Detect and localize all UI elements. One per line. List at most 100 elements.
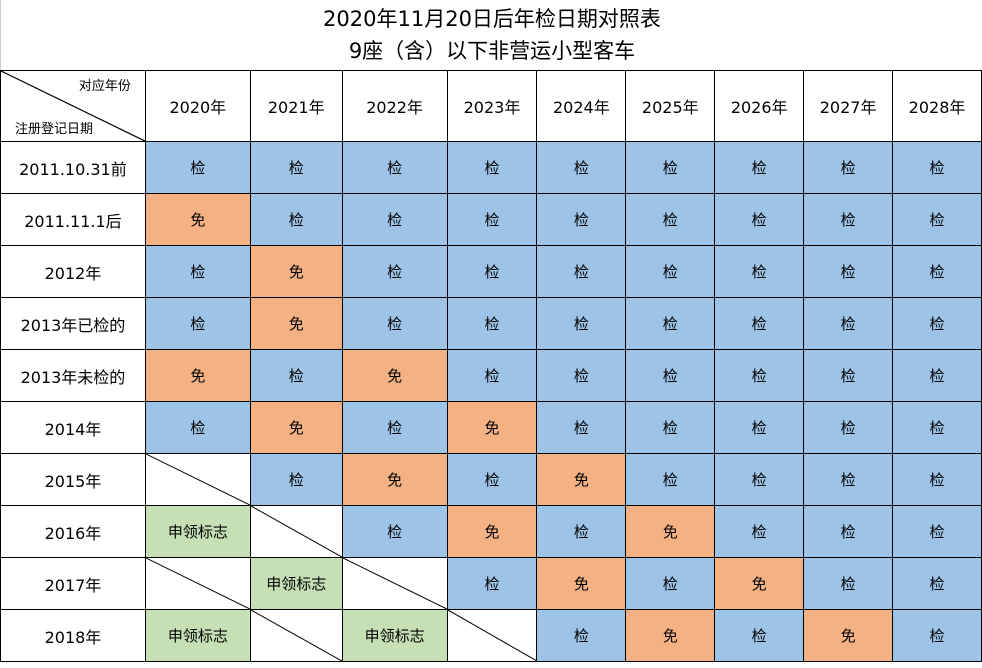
cell-exempt: 免	[249, 245, 343, 298]
cell-inspect: 检	[892, 349, 982, 402]
cell-exempt: 免	[625, 505, 716, 558]
cell-exempt: 免	[341, 349, 448, 402]
cell-inspect: 检	[144, 401, 251, 454]
cell-exempt: 免	[536, 557, 627, 610]
cell-exempt: 免	[625, 609, 716, 662]
column-header: 2021年	[249, 70, 343, 142]
row-header: 2015年	[0, 453, 146, 506]
table-row: 2014年检免检免检检检检检	[0, 401, 982, 454]
cell-inspect: 检	[892, 297, 982, 350]
cell-inspect: 检	[341, 297, 448, 350]
cell-exempt: 免	[249, 297, 343, 350]
cell-inspect: 检	[536, 349, 627, 402]
cell-inspect: 检	[536, 193, 627, 246]
cell-inspect: 检	[446, 349, 538, 402]
cell-inspect: 检	[892, 193, 982, 246]
cell-apply-sticker: 申领标志	[341, 609, 448, 662]
cell-inspect: 检	[625, 245, 716, 298]
row-header: 2011.11.1后	[0, 193, 146, 246]
cell-exempt: 免	[144, 349, 251, 402]
row-header: 2018年	[0, 609, 146, 662]
diagonal-strike-icon	[251, 506, 342, 557]
cell-inspect: 检	[625, 297, 716, 350]
row-header: 2013年已检的	[0, 297, 146, 350]
cell-apply-sticker: 申领标志	[249, 557, 343, 610]
cell-inspect: 检	[341, 245, 448, 298]
cell-inspect: 检	[536, 297, 627, 350]
corner-top-label: 对应年份	[78, 79, 131, 94]
cell-inspect: 检	[714, 245, 805, 298]
cell-inspect: 检	[625, 349, 716, 402]
cell-inspect: 检	[892, 609, 982, 662]
cell-not-applicable	[446, 609, 538, 662]
table-row: 2012年检免检检检检检检检	[0, 245, 982, 298]
cell-inspect: 检	[341, 401, 448, 454]
diagonal-strike-icon	[146, 558, 250, 609]
cell-inspect: 检	[803, 297, 894, 350]
cell-inspect: 检	[803, 401, 894, 454]
column-header: 2027年	[803, 70, 894, 142]
diagonal-strike-icon	[343, 558, 447, 609]
column-header: 2025年	[625, 70, 716, 142]
cell-inspect: 检	[714, 453, 805, 506]
cell-inspect: 检	[536, 141, 627, 194]
cell-inspect: 检	[714, 297, 805, 350]
row-header: 2017年	[0, 557, 146, 610]
inspection-schedule-table: 对应年份 注册登记日期 2020年 2021年 2022年 2023年 2024…	[0, 70, 982, 662]
cell-not-applicable	[249, 609, 343, 662]
cell-inspect: 检	[803, 349, 894, 402]
cell-inspect: 检	[144, 297, 251, 350]
cell-inspect: 检	[625, 557, 716, 610]
cell-inspect: 检	[536, 609, 627, 662]
table-row: 2013年已检的检免检检检检检检检	[0, 297, 982, 350]
cell-inspect: 检	[892, 557, 982, 610]
cell-inspect: 检	[803, 193, 894, 246]
cell-inspect: 检	[803, 557, 894, 610]
column-header: 2020年	[144, 70, 251, 142]
cell-inspect: 检	[144, 245, 251, 298]
corner-bottom-label: 注册登记日期	[15, 122, 94, 137]
diagonal-strike-icon	[251, 610, 342, 661]
cell-inspect: 检	[249, 141, 343, 194]
cell-apply-sticker: 申领标志	[144, 505, 251, 558]
cell-exempt: 免	[446, 401, 538, 454]
corner-header-cell: 对应年份 注册登记日期	[0, 70, 146, 142]
cell-not-applicable	[341, 557, 448, 610]
cell-inspect: 检	[446, 193, 538, 246]
cell-apply-sticker: 申领标志	[144, 609, 251, 662]
diagonal-divider-icon	[1, 71, 145, 141]
cell-inspect: 检	[446, 557, 538, 610]
cell-exempt: 免	[536, 453, 627, 506]
table-title: 2020年11月20日后年检日期对照表 9座（含）以下非营运小型客车	[0, 0, 982, 70]
cell-inspect: 检	[446, 453, 538, 506]
cell-inspect: 检	[892, 401, 982, 454]
table-row: 2016年 申领标志检免检免检检检	[0, 505, 982, 558]
cell-not-applicable	[249, 505, 343, 558]
cell-inspect: 检	[892, 245, 982, 298]
diagonal-strike-icon	[448, 610, 537, 661]
row-header: 2013年未检的	[0, 349, 146, 402]
cell-inspect: 检	[803, 453, 894, 506]
cell-exempt: 免	[341, 453, 448, 506]
cell-inspect: 检	[249, 193, 343, 246]
cell-inspect: 检	[892, 141, 982, 194]
row-header: 2011.10.31前	[0, 141, 146, 194]
cell-inspect: 检	[446, 245, 538, 298]
cell-inspect: 检	[341, 141, 448, 194]
cell-exempt: 免	[144, 193, 251, 246]
cell-exempt: 免	[803, 609, 894, 662]
cell-exempt: 免	[446, 505, 538, 558]
cell-inspect: 检	[714, 505, 805, 558]
cell-inspect: 检	[536, 505, 627, 558]
cell-inspect: 检	[625, 193, 716, 246]
table-row: 2011.11.1后免检检检检检检检检	[0, 193, 982, 246]
cell-not-applicable	[144, 453, 251, 506]
cell-inspect: 检	[714, 609, 805, 662]
cell-inspect: 检	[714, 193, 805, 246]
row-header: 2012年	[0, 245, 146, 298]
cell-inspect: 检	[249, 453, 343, 506]
header-row: 对应年份 注册登记日期 2020年 2021年 2022年 2023年 2024…	[0, 70, 982, 142]
column-header: 2028年	[892, 70, 982, 142]
table-row: 2013年未检的免检免检检检检检检	[0, 349, 982, 402]
cell-inspect: 检	[446, 141, 538, 194]
